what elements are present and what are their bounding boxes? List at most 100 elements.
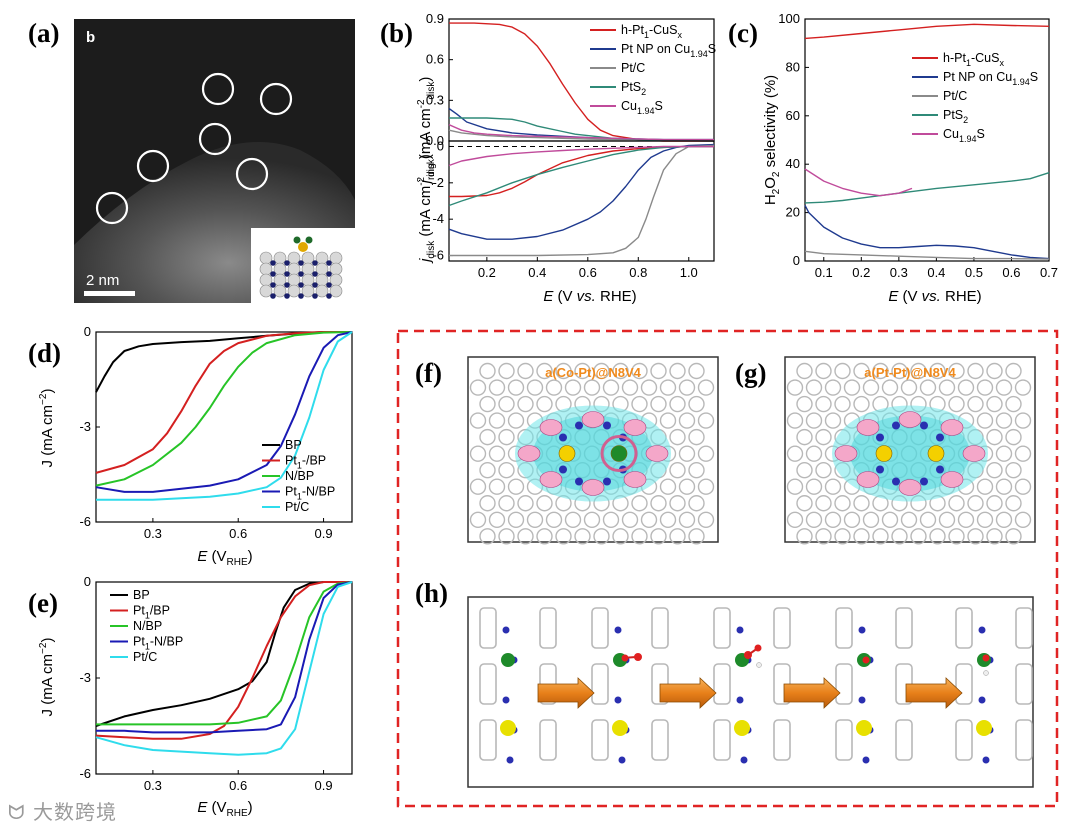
lattice-ring [824, 478, 842, 495]
watermark-text: 大数跨境 [32, 800, 117, 824]
inset-atom [301, 251, 315, 265]
h-lattice-segment [651, 719, 669, 761]
panel-c: (c) H2O2 selectivity (%) E (V vs. RHE) 0… [728, 11, 1058, 305]
lattice-ring [1014, 379, 1032, 396]
lattice-ring [976, 511, 994, 528]
lattice-ring [986, 395, 1003, 413]
lattice-ring [669, 362, 686, 380]
c-legend: h-Pt1-CuSx Pt NP on Cu1.94S Pt/C PtS2 Cu1.94… [912, 51, 1038, 144]
h-oxygen-atom [621, 654, 629, 662]
lattice-ring [479, 495, 496, 512]
lattice-ring [1005, 428, 1022, 446]
lattice-ring [995, 445, 1013, 462]
lattice-ring [479, 461, 496, 479]
inset-atom [329, 284, 343, 298]
lattice-ring [948, 362, 965, 380]
lattice-ring [469, 412, 487, 429]
panel-d: (d) J (mA cm−2) E (VRHE) 0-3-60.3 0.6 0.9 … [28, 324, 353, 568]
h-hydrogen-atom [756, 662, 762, 668]
lattice-ring [555, 362, 572, 380]
lattice-ring [678, 511, 696, 528]
nitrogen-atom [920, 421, 928, 430]
lattice-ring [805, 445, 823, 462]
lattice-ring [1005, 528, 1022, 545]
lattice-ring [526, 511, 544, 528]
h-nitrogen-atom [614, 696, 622, 704]
inset-atom-dark [298, 271, 304, 277]
charge-accumulation-lobe [834, 445, 858, 462]
d-legend-label: Pt/C [285, 500, 309, 514]
charge-accumulation-lobe [539, 471, 563, 488]
panel-label-d: (d) [28, 338, 61, 368]
h-step-arrow [537, 677, 595, 709]
lattice-ring [986, 495, 1003, 512]
lattice-ring [659, 511, 677, 528]
lattice-ring [786, 412, 804, 429]
b_disk-series-h-pt1-cusx [449, 145, 714, 198]
inset-atom-dark [326, 260, 332, 266]
lattice-ring [488, 478, 506, 495]
d-legend-label: Pt1-N/BP [285, 485, 335, 502]
c-legend-label: Cu1.94S [943, 127, 985, 144]
h-lattice-segment [539, 607, 557, 649]
inset-atom [287, 284, 301, 298]
h-nitrogen-atom [982, 756, 990, 764]
lattice-ring [479, 428, 496, 446]
e-ytick-label: -6 [79, 766, 91, 781]
lattice-ring [834, 395, 851, 413]
inset-atom [287, 273, 301, 287]
lattice-ring [593, 528, 610, 545]
lattice-ring [805, 478, 823, 495]
lattice-ring [843, 379, 861, 396]
lattice-ring [650, 362, 667, 380]
lattice-ring [564, 511, 582, 528]
lattice-ring [986, 428, 1003, 446]
lattice-ring [786, 511, 804, 528]
lattice-ring [862, 379, 880, 396]
charge-accumulation-lobe [539, 419, 563, 436]
inset-atom [329, 262, 343, 276]
panel-label-b: (b) [380, 18, 413, 48]
h-oxygen-atom [754, 644, 762, 652]
inset-o-atom [305, 236, 313, 244]
lattice-ring [488, 445, 506, 462]
lattice-ring [853, 395, 870, 413]
d-xtick-label: 0.9 [315, 526, 333, 541]
h-nitrogen-atom [736, 696, 744, 704]
lattice-ring [900, 511, 918, 528]
nitrogen-atom [936, 433, 944, 442]
lattice-ring [853, 362, 870, 380]
lattice-ring [796, 362, 813, 380]
e-ylabel: J (mA cm−2) [38, 638, 56, 717]
b_ring-series-h-pt1-cusx [449, 22, 714, 142]
lattice-ring [986, 528, 1003, 545]
nitrogen-atom [559, 465, 567, 474]
lattice-ring [805, 379, 823, 396]
h-lattice-segment [591, 719, 609, 761]
d-ytick-label: 0 [84, 324, 91, 339]
watermark-icon: ᗢ [8, 800, 26, 824]
lattice-ring [815, 395, 832, 413]
scale-bar [84, 291, 135, 296]
inset-atom-dark [298, 282, 304, 288]
e-xtick-label: 0.3 [144, 778, 162, 793]
h-nitrogen-atom [736, 626, 744, 634]
lattice-ring [669, 428, 686, 446]
lattice-ring [498, 428, 515, 446]
inset-atom-dark [284, 271, 290, 277]
c-xtick-label: 0.3 [890, 265, 908, 280]
panel-label-f: (f) [415, 358, 442, 388]
inset-o-atom [293, 236, 301, 244]
inset-atom [329, 251, 343, 265]
h-pt-atom [734, 720, 750, 736]
lattice-ring [900, 379, 918, 396]
e-ytick-label: 0 [84, 574, 91, 589]
e-xlabel: E (VRHE) [197, 799, 252, 819]
lattice-ring [583, 511, 601, 528]
charge-ring [600, 435, 638, 472]
lattice-ring [688, 495, 705, 512]
b_ring-legend-label: Cu1.94S [621, 99, 663, 116]
e-legend-label: BP [133, 588, 150, 602]
lattice-ring [669, 461, 686, 479]
lattice-ring [796, 495, 813, 512]
